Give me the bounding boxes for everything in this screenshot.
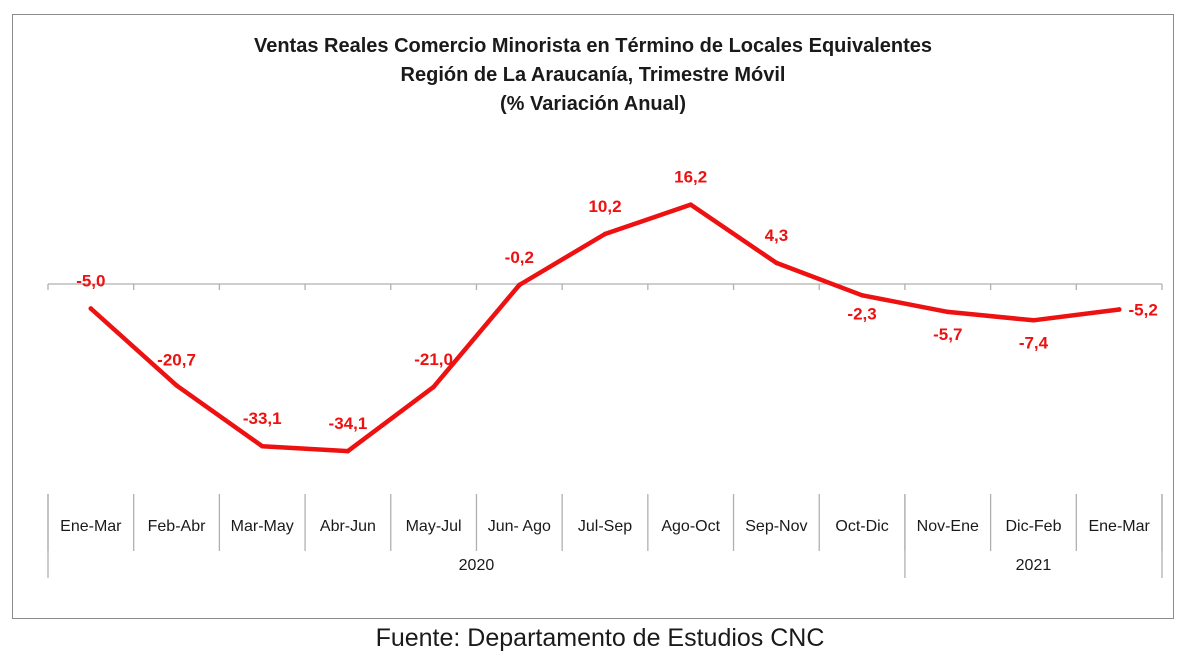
- data-label: 4,3: [765, 226, 789, 245]
- data-label: 16,2: [674, 168, 707, 187]
- chart-title: Ventas Reales Comercio Minorista en Térm…: [253, 35, 932, 57]
- data-label: -2,3: [847, 304, 876, 323]
- x-tick-label: May-Jul: [406, 518, 462, 535]
- chart-titles: Ventas Reales Comercio Minorista en Térm…: [12, 32, 1174, 119]
- data-label: -5,0: [76, 272, 105, 291]
- x-tick-label: Sep-Nov: [745, 518, 807, 535]
- source-note: Fuente: Departamento de Estudios CNC: [375, 624, 825, 652]
- data-label: -33,1: [243, 409, 282, 428]
- x-tick-label: Nov-Ene: [917, 518, 979, 535]
- x-tick-label: Jun- Ago: [488, 518, 551, 535]
- data-point: [859, 292, 865, 298]
- data-label: -21,0: [414, 350, 453, 369]
- data-point: [688, 202, 693, 207]
- data-label: -5,2: [1129, 300, 1158, 319]
- x-tick-label: Abr-Jun: [320, 518, 376, 535]
- data-label: -20,7: [157, 350, 196, 369]
- data-point: [431, 384, 436, 390]
- data-label: 10,2: [588, 197, 621, 216]
- data-label: -0,2: [505, 248, 534, 267]
- chart-subtitle: Región de La Araucanía, Trimestre Móvil: [400, 64, 786, 86]
- x-tick-label: Dic-Feb: [1005, 518, 1061, 535]
- x-tick-label: Mar-May: [231, 518, 294, 535]
- data-point: [345, 448, 351, 454]
- data-point: [174, 383, 179, 388]
- chart-subtitle-units: (% Variación Anual): [500, 93, 686, 115]
- data-point: [945, 309, 951, 315]
- data-point: [1116, 307, 1122, 312]
- x-tick-label: Ene-Mar: [60, 518, 122, 535]
- x-tick-label: Feb-Abr: [148, 518, 206, 535]
- data-point: [88, 306, 94, 311]
- x-tick-label: Ago-Oct: [661, 518, 720, 535]
- data-point: [774, 260, 779, 266]
- data-label: -7,4: [1019, 333, 1049, 352]
- year-group-label: 2021: [1016, 557, 1052, 574]
- data-label: -34,1: [329, 414, 368, 433]
- data-point: [259, 443, 265, 449]
- data-label: -5,7: [933, 325, 962, 344]
- x-tick-label: Oct-Dic: [835, 518, 888, 535]
- data-point: [517, 282, 522, 288]
- x-tick-label: Jul-Sep: [578, 518, 632, 535]
- year-group-label: 2020: [459, 557, 495, 574]
- data-point: [1031, 317, 1036, 323]
- x-tick-label: Ene-Mar: [1088, 518, 1150, 535]
- data-point: [602, 231, 608, 237]
